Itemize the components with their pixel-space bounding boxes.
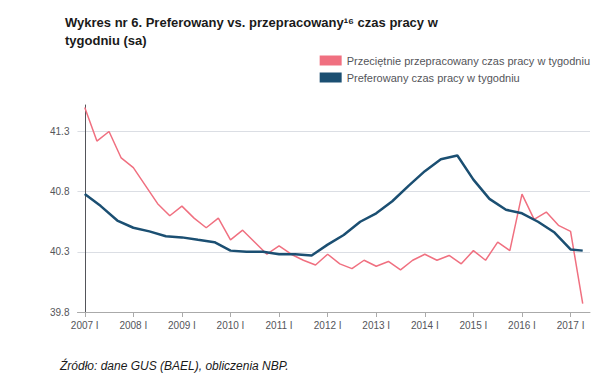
svg-text:2008 I: 2008 I — [119, 320, 147, 331]
svg-text:Preferowany czas pracy w tygod: Preferowany czas pracy w tygodniu — [347, 72, 520, 84]
svg-text:40.3: 40.3 — [50, 246, 70, 257]
svg-text:Wykres nr 6. Preferowany vs. p: Wykres nr 6. Preferowany vs. przepracowa… — [65, 15, 439, 30]
svg-text:2015 I: 2015 I — [459, 320, 487, 331]
svg-text:tygodniu (sa): tygodniu (sa) — [65, 33, 147, 48]
svg-text:2013 I: 2013 I — [362, 320, 390, 331]
svg-text:2010 I: 2010 I — [217, 320, 245, 331]
svg-text:40.8: 40.8 — [50, 186, 70, 197]
svg-text:2011 I: 2011 I — [266, 320, 293, 331]
svg-text:2014 I: 2014 I — [411, 320, 439, 331]
svg-text:2009 I: 2009 I — [168, 320, 196, 331]
svg-text:41.3: 41.3 — [50, 126, 70, 137]
svg-text:Źródło: dane GUS (BAEL), oblic: Źródło: dane GUS (BAEL), obliczenia NBP. — [59, 358, 289, 373]
svg-text:2012 I: 2012 I — [314, 320, 342, 331]
svg-text:2016 I: 2016 I — [508, 320, 536, 331]
svg-text:2017 I: 2017 I — [557, 320, 585, 331]
svg-text:2007 I: 2007 I — [71, 320, 99, 331]
svg-text:Przeciętnie przepracowany czas: Przeciętnie przepracowany czas pracy w t… — [347, 55, 590, 67]
svg-text:39.8: 39.8 — [50, 307, 70, 318]
